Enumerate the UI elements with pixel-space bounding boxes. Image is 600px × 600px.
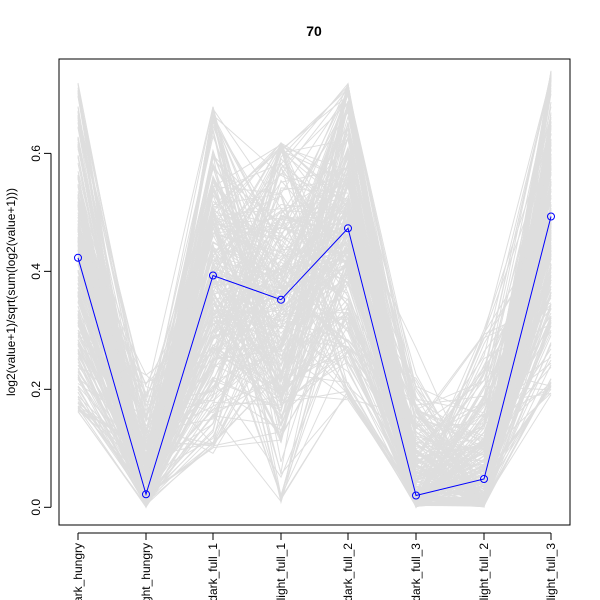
highlight-point [277, 295, 285, 304]
x-axis: dark_hungry light_hungry dark_full_1 light_… [71, 532, 558, 600]
background-line [77, 134, 552, 437]
background-line [77, 138, 552, 491]
highlight-point [547, 212, 555, 221]
background-line [77, 165, 552, 498]
background-line [77, 155, 552, 507]
x-tick-label: light_full_3 [544, 543, 558, 600]
highlight-point [344, 224, 352, 233]
background-line [77, 74, 552, 485]
background-line [77, 172, 552, 503]
background-line [77, 135, 552, 504]
highlight-point [412, 491, 420, 500]
y-tick-label: 0.6 [29, 145, 43, 162]
x-tick-label: dark_hungry [71, 543, 85, 600]
background-line [77, 213, 552, 509]
background-line [77, 185, 552, 502]
background-line [77, 88, 552, 502]
x-tick-label: light_hungry [139, 543, 153, 600]
plot-frame [58, 58, 571, 526]
x-tick-label: light_full_1 [274, 543, 288, 600]
chart-title: 70 [306, 23, 322, 39]
x-tick-label: dark_full_3 [409, 543, 423, 600]
highlight-point [480, 475, 488, 483]
y-axis: 0.0 0.2 0.4 0.6 [29, 145, 52, 516]
highlight-line [77, 216, 552, 497]
background-line [77, 82, 552, 504]
highlight-point [142, 490, 150, 499]
highlight-series [74, 212, 555, 500]
x-tick-label: dark_full_2 [341, 543, 355, 600]
background-line [77, 205, 552, 499]
background-line [77, 116, 552, 502]
background-line [77, 81, 552, 503]
background-lines [77, 70, 552, 509]
background-line [77, 142, 552, 498]
y-axis-label: log2(value+1)/sqrt(sum(log2(value+1))) [4, 188, 18, 396]
background-line [77, 130, 552, 486]
background-line [77, 199, 552, 507]
y-tick-label: 0.0 [29, 499, 43, 516]
highlight-point [74, 253, 82, 262]
y-tick-label: 0.4 [29, 263, 43, 280]
background-line [77, 73, 552, 505]
background-line [77, 90, 552, 507]
background-line [77, 122, 552, 499]
highlight-point [209, 271, 217, 280]
x-tick-label: light_full_2 [477, 543, 491, 600]
background-line [77, 265, 552, 508]
x-tick-label: dark_full_1 [206, 543, 220, 600]
y-tick-label: 0.2 [29, 381, 43, 398]
background-line [77, 126, 552, 499]
